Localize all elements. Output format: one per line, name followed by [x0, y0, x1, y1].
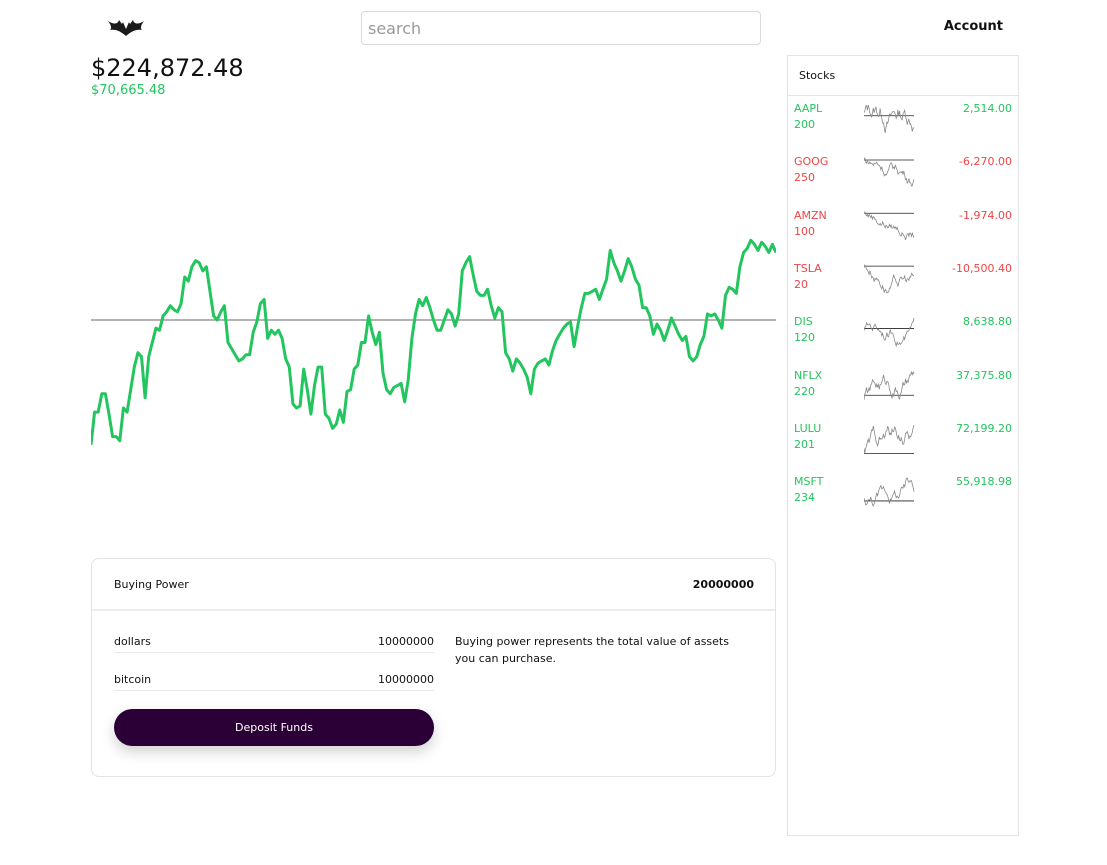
buying-power-title: Buying Power [114, 577, 189, 591]
buying-power-description: Buying power represents the total value … [455, 635, 729, 665]
stock-row-goog[interactable]: GOOG 250 -6,270.00 [788, 154, 1018, 207]
stock-shares: 100 [794, 224, 815, 238]
stocks-header: Stocks [788, 56, 1018, 96]
account-link[interactable]: Account [943, 19, 1003, 34]
stock-shares: 201 [794, 437, 815, 451]
stock-row-amzn[interactable]: AMZN 100 -1,974.00 [788, 208, 1018, 261]
portfolio-chart [91, 238, 776, 445]
stock-change: 2,514.00 [963, 102, 1012, 115]
stock-sparkline [864, 210, 915, 240]
stock-row-nflx[interactable]: NFLX 220 37,375.80 [788, 368, 1018, 421]
stocks-title: Stocks [799, 69, 836, 82]
stock-change: -1,974.00 [959, 208, 1012, 222]
stock-shares: 220 [794, 384, 815, 398]
stock-change: 55,918.98 [956, 475, 1012, 489]
stock-change: 37,375.80 [956, 368, 1012, 382]
stock-sparkline [864, 370, 915, 400]
buying-power-card: Buying Power 20000000 dollars 10000000 b… [91, 558, 776, 777]
buying-power-total: 20000000 [692, 577, 754, 591]
stock-sparkline [864, 424, 915, 454]
balance-label: bitcoin [114, 673, 152, 686]
stock-change: 8,638.80 [963, 315, 1012, 329]
stock-sparkline [864, 104, 915, 134]
balance-value: 10000000 [378, 673, 434, 686]
bat-logo-icon[interactable] [106, 16, 146, 36]
stock-shares: 20 [794, 277, 808, 291]
stock-symbol: NFLX [794, 368, 823, 382]
stock-row-msft[interactable]: MSFT 234 55,918.98 [788, 474, 1018, 527]
stock-symbol: MSFT [794, 475, 824, 489]
stocks-panel: Stocks AAPL 200 2,514.00 GOOG 250 -6,270.00 AM… [787, 55, 1019, 836]
stock-symbol: AAPL [794, 102, 823, 115]
balance-row-dollars: dollars 10000000 [114, 635, 434, 653]
stock-row-aapl[interactable]: AAPL 200 2,514.00 [788, 101, 1018, 154]
search-input[interactable] [361, 11, 761, 45]
portfolio-value: $224,872.48 [91, 54, 244, 82]
buying-power-header: Buying Power 20000000 [92, 559, 775, 611]
chart-series-line [91, 238, 776, 445]
portfolio-change: $70,665.48 [91, 83, 166, 98]
stock-row-tsla[interactable]: TSLA 20 -10,500.40 [788, 261, 1018, 314]
stock-shares: 200 [794, 118, 815, 131]
stock-symbol: LULU [794, 421, 822, 435]
balance-label: dollars [114, 635, 151, 648]
stock-symbol: GOOG [794, 155, 829, 169]
stock-sparkline [864, 157, 915, 187]
stock-shares: 120 [794, 331, 815, 345]
stock-row-lulu[interactable]: LULU 201 72,199.20 [788, 421, 1018, 474]
stock-symbol: TSLA [794, 261, 822, 275]
deposit-funds-button[interactable]: Deposit Funds [114, 709, 434, 746]
balance-row-bitcoin: bitcoin 10000000 [114, 673, 434, 691]
stock-change: -10,500.40 [952, 261, 1012, 275]
stock-sparkline [864, 264, 915, 294]
stock-symbol: AMZN [794, 208, 827, 222]
stock-sparkline [864, 318, 915, 348]
stock-symbol: DIS [794, 315, 813, 329]
stock-sparkline [864, 477, 915, 507]
stock-change: 72,199.20 [956, 421, 1012, 435]
stock-shares: 234 [794, 491, 815, 505]
stock-shares: 250 [794, 171, 815, 185]
stock-row-dis[interactable]: DIS 120 8,638.80 [788, 314, 1018, 367]
stock-change: -6,270.00 [959, 155, 1012, 169]
balance-value: 10000000 [378, 635, 434, 648]
